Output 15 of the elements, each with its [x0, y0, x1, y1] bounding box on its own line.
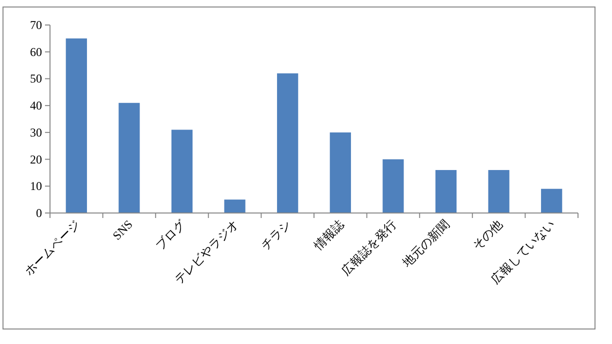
y-tick-label: 70 [30, 18, 42, 32]
x-tick-label: 情報誌 [310, 217, 347, 254]
x-tick-label: チラシ [258, 217, 294, 253]
y-tick-label: 40 [30, 98, 42, 113]
y-tick-label: 20 [30, 152, 42, 166]
x-tick-label: SNS [110, 217, 136, 243]
y-tick-label: 0 [36, 206, 42, 220]
x-tick-label: その他 [470, 217, 505, 253]
y-tick-label: 10 [30, 179, 42, 194]
x-tick-label: 地元の新聞 [399, 217, 452, 270]
x-tick-label: ホームページ [22, 217, 83, 278]
y-tick-label: 60 [30, 44, 42, 59]
x-tick-label: ブログ [152, 216, 189, 253]
y-tick-label: 50 [30, 72, 42, 86]
y-tick-label: 30 [30, 125, 42, 140]
